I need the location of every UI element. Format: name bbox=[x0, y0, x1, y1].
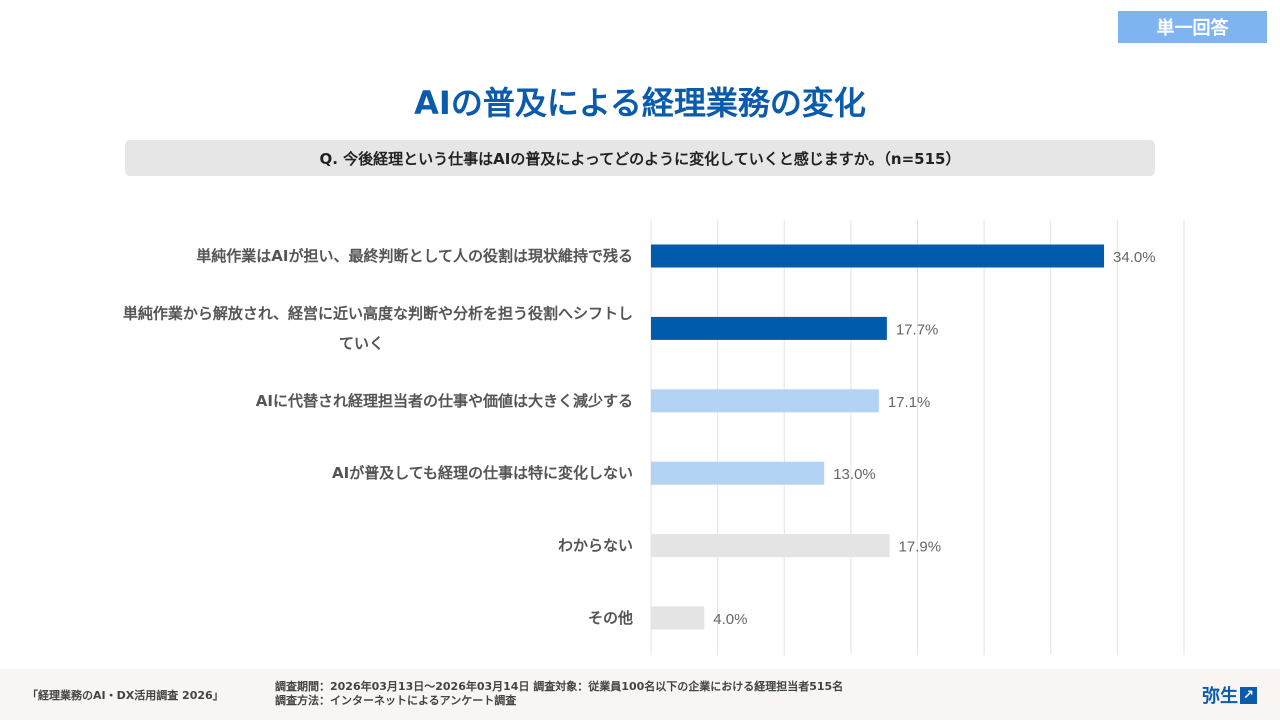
bar bbox=[651, 316, 887, 340]
category-label: その他 bbox=[588, 609, 633, 627]
data-label: 17.9% bbox=[899, 539, 942, 556]
survey-source: 「経理業務のAI・DX活用調査 2026」 bbox=[27, 689, 224, 702]
single-answer-badge: 単一回答 bbox=[1118, 11, 1267, 43]
bar bbox=[651, 534, 890, 558]
category-label: 単純作業はAIが担い、最終判断として人の役割は現状維持で残る bbox=[196, 247, 633, 265]
logo-arrow-icon: ↗ bbox=[1240, 686, 1257, 704]
page-title: AIの普及による経理業務の変化 bbox=[414, 84, 866, 122]
survey-method: 調査方法：インターネットによるアンケート調査 bbox=[275, 694, 517, 707]
bar bbox=[651, 461, 825, 485]
data-label: 4.0% bbox=[713, 611, 747, 628]
data-label: 34.0% bbox=[1113, 249, 1156, 266]
bar bbox=[651, 244, 1105, 268]
yayoi-logo: 弥生 ↗ bbox=[1202, 682, 1257, 708]
logo-text: 弥生 bbox=[1202, 686, 1238, 707]
bar bbox=[651, 389, 879, 413]
data-label: 17.7% bbox=[896, 321, 939, 338]
footer: 「経理業務のAI・DX活用調査 2026」 調査期間：2026年03月13日～2… bbox=[0, 669, 1280, 720]
survey-period: 調査期間：2026年03月13日～2026年03月14日 調査対象：従業員100… bbox=[275, 680, 844, 693]
category-label: AIに代替され経理担当者の仕事や価値は大きく減少する bbox=[256, 392, 633, 410]
category-label: 単純作業から解放され、経営に近い高度な判断や分析を担う役割へシフトしていく bbox=[123, 304, 633, 352]
data-label: 17.1% bbox=[888, 394, 931, 411]
question-box: Q. 今後経理という仕事はAIの普及によってどのように変化していくと感じますか。… bbox=[125, 140, 1155, 176]
bar bbox=[651, 606, 705, 630]
bar-chart: 34.0% 単純作業はAIが担い、最終判断として人の役割は現状維持で残る 17.7%… bbox=[123, 220, 1185, 655]
survey-info: 調査期間：2026年03月13日～2026年03月14日 調査対象：従業員100… bbox=[275, 680, 843, 708]
data-label: 13.0% bbox=[833, 466, 876, 483]
category-label: わからない bbox=[558, 537, 633, 555]
category-label: AIが普及しても経理の仕事は特に変化しない bbox=[332, 464, 633, 482]
